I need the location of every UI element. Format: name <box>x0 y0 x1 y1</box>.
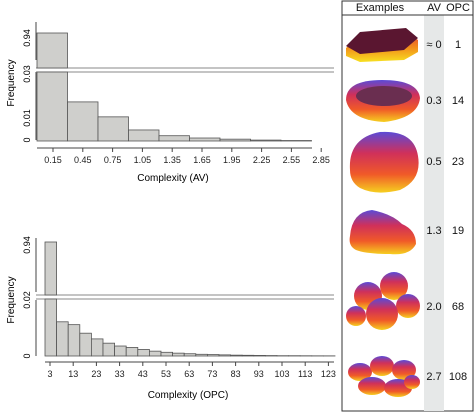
bar-lower <box>128 129 160 142</box>
bar-lower <box>241 354 255 357</box>
x-tick-label: 2.85 <box>312 155 330 165</box>
table-row: 1.3 19 <box>349 210 464 255</box>
bar-lower <box>250 139 282 142</box>
examples-table: Examples AV OPC ≈ 0 1 0.3 14 0.5 <box>341 0 474 412</box>
row-av: 2.0 <box>426 301 441 313</box>
row-av: 0.3 <box>426 95 441 107</box>
bar-lower <box>102 342 116 357</box>
header-opc: OPC <box>446 2 470 14</box>
y-tick-lower-0.03: 0.03 <box>22 65 32 83</box>
bar-lower <box>206 354 220 357</box>
table-row: 0.5 23 <box>349 131 464 193</box>
y-axis-label: Frequency <box>6 59 17 106</box>
bar-lower <box>67 101 99 142</box>
row-opc: 19 <box>452 225 464 237</box>
bar-lower <box>189 137 221 142</box>
bar-lower <box>230 354 243 357</box>
x-tick-label: 43 <box>138 369 148 379</box>
histogram-av: 0.15 0.45 0.75 1.05 1.35 1.65 1.95 2.25 2.55 2.85… <box>6 22 334 184</box>
bar-lower <box>44 298 58 357</box>
header-av: AV <box>427 2 442 14</box>
row-opc: 14 <box>452 95 464 107</box>
row-av: 2.7 <box>426 371 441 383</box>
row-opc: 68 <box>452 301 464 313</box>
table-border <box>341 0 474 412</box>
header-examples: Examples <box>356 2 405 14</box>
bar-lower <box>195 353 208 357</box>
table-row: 2.0 68 <box>346 272 464 330</box>
bar-lower <box>97 116 129 142</box>
bar-upper <box>36 32 68 69</box>
bar-lower <box>183 353 197 357</box>
y-tick-lower-0.02: 0.02 <box>22 291 32 309</box>
example-shape-finger <box>349 210 416 255</box>
row-opc: 1 <box>455 39 461 51</box>
bar-lower <box>125 347 139 357</box>
row-opc: 108 <box>449 371 467 383</box>
example-shape-flat-slab <box>346 28 418 62</box>
y-axis-label: Frequency <box>6 276 17 323</box>
bar-upper <box>44 241 58 296</box>
x-tick-label: 113 <box>298 369 312 379</box>
x-tick-label: 93 <box>254 369 264 379</box>
row-opc: 23 <box>452 156 464 168</box>
x-tick-label: 3 <box>47 369 52 379</box>
y-tick-upper-0.94: 0.94 <box>22 29 32 47</box>
bar-lower <box>158 135 190 142</box>
histogram-opc: 3 13 23 33 43 53 63 73 83 93 103 113 123 0.94 0.02 0… <box>6 236 336 401</box>
x-axis-label: Complexity (OPC) <box>148 390 229 401</box>
bar-lower <box>56 321 69 357</box>
x-tick-label: 0.45 <box>74 155 92 165</box>
x-tick-label: 63 <box>184 369 194 379</box>
bar-lower <box>160 351 174 357</box>
x-tick-label: 13 <box>68 369 78 379</box>
row-av: 0.5 <box>426 156 441 168</box>
bar-lower <box>218 354 232 357</box>
bar-lower <box>36 71 68 142</box>
example-shape-mound <box>349 131 419 193</box>
bar-lower <box>137 349 150 357</box>
x-tick-label: 73 <box>207 369 217 379</box>
example-shape-pebbles <box>348 356 420 397</box>
row-av: ≈ 0 <box>426 39 441 51</box>
av-column-shade <box>424 15 444 411</box>
y-tick-lower-0: 0 <box>22 137 32 142</box>
y-tick-lower-0.01: 0.01 <box>22 109 32 127</box>
x-tick-label: 83 <box>231 369 241 379</box>
x-tick-label: 2.25 <box>253 155 271 165</box>
bar-lower <box>91 338 104 357</box>
row-av: 1.3 <box>426 225 441 237</box>
x-tick-label: 123 <box>321 369 336 379</box>
x-tick-label: 0.75 <box>104 155 122 165</box>
bar-lower <box>148 350 162 357</box>
bar-lower <box>79 332 92 357</box>
x-tick-label: 1.65 <box>193 155 211 165</box>
example-shape-lumpy <box>346 272 420 330</box>
x-axis-label: Complexity (AV) <box>137 173 209 184</box>
table-row: 2.7 108 <box>348 356 467 397</box>
y-tick-lower-0: 0 <box>22 353 32 358</box>
y-tick-upper-0.94: 0.94 <box>22 236 32 254</box>
x-tick-label: 1.35 <box>163 155 181 165</box>
x-tick-label: 53 <box>161 369 171 379</box>
bar-lower <box>67 324 81 357</box>
x-tick-label: 1.05 <box>134 155 152 165</box>
x-tick-label: 33 <box>115 369 125 379</box>
bar-lower <box>253 355 266 357</box>
table-row: ≈ 0 1 <box>346 28 461 62</box>
x-tick-label: 0.15 <box>44 155 62 165</box>
bar-lower <box>219 138 251 142</box>
x-tick-label: 103 <box>274 369 289 379</box>
x-tick-label: 23 <box>91 369 101 379</box>
example-shape-cup <box>346 80 420 122</box>
bar-lower <box>114 345 127 357</box>
table-row: 0.3 14 <box>346 80 464 122</box>
bar-lower <box>172 352 185 357</box>
x-tick-label: 2.55 <box>283 155 301 165</box>
x-tick-label: 1.95 <box>223 155 241 165</box>
